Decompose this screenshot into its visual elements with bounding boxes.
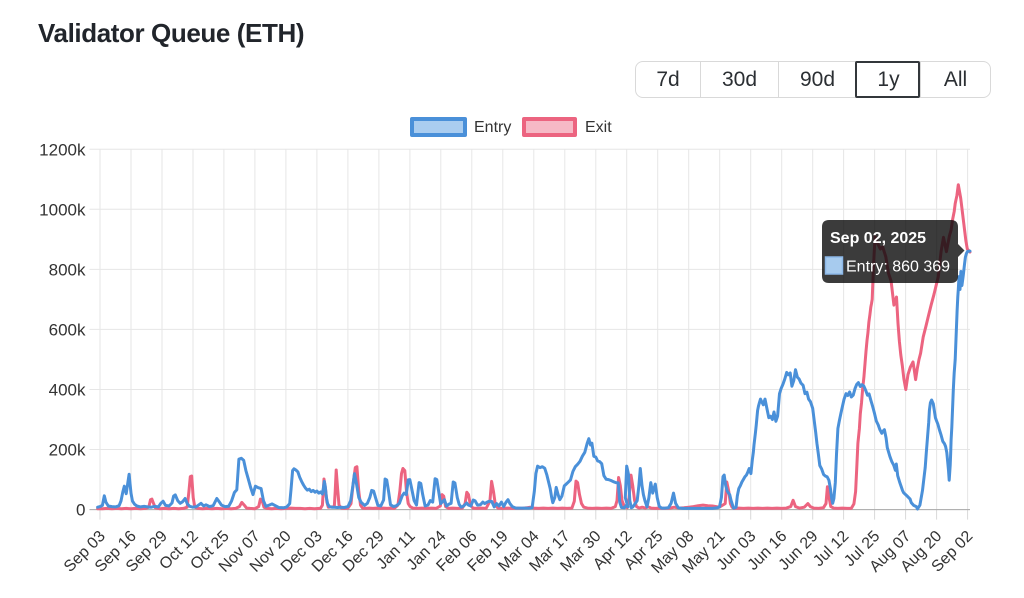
svg-text:0: 0 — [76, 501, 85, 520]
svg-text:600k: 600k — [49, 320, 86, 339]
svg-text:1000k: 1000k — [39, 200, 86, 219]
svg-text:400k: 400k — [49, 381, 86, 400]
svg-text:1200k: 1200k — [39, 140, 86, 159]
svg-text:800k: 800k — [49, 260, 86, 279]
svg-text:Entry: 860 369: Entry: 860 369 — [846, 259, 950, 276]
svg-text:200k: 200k — [49, 441, 86, 460]
svg-text:Sep 02, 2025: Sep 02, 2025 — [830, 230, 926, 247]
